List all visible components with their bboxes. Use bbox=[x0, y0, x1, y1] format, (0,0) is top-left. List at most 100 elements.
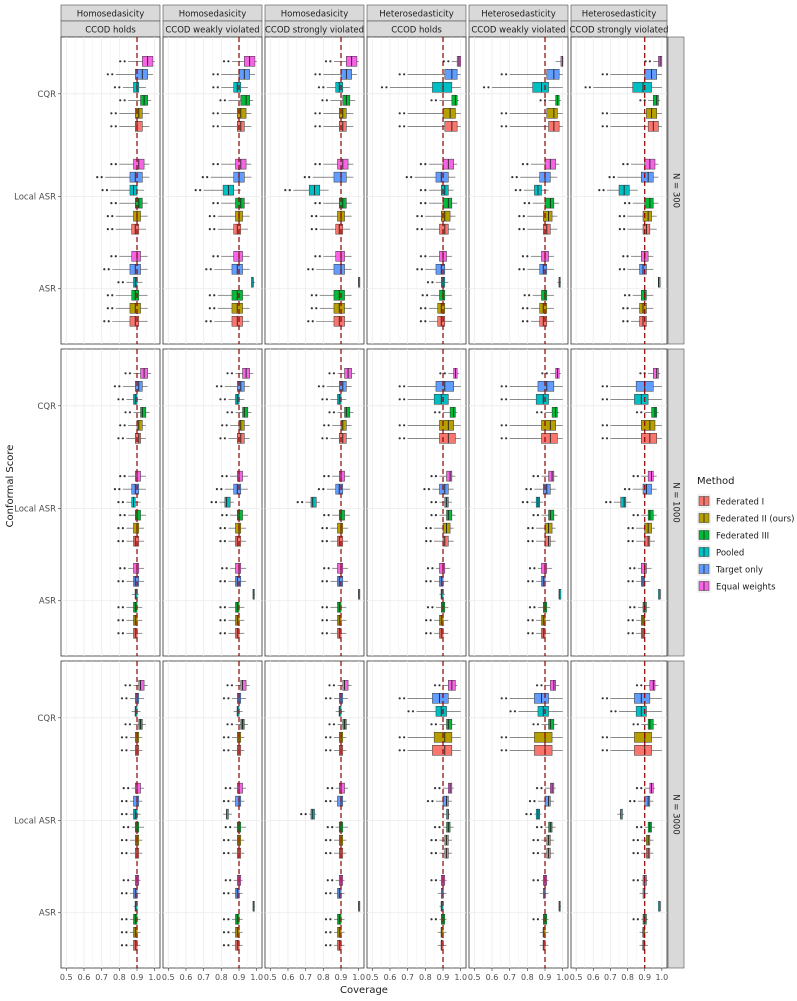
box-outlier bbox=[398, 385, 401, 388]
box-outlier bbox=[106, 307, 109, 310]
box-outlier bbox=[403, 385, 406, 388]
box-outlier bbox=[628, 202, 631, 205]
y-tick-label: Local ASR bbox=[14, 817, 56, 827]
facet-strip-top-label: Heterosedasticity bbox=[379, 10, 453, 20]
box-outlier bbox=[601, 398, 604, 401]
box-outlier bbox=[424, 202, 427, 205]
box-outlier bbox=[324, 944, 328, 947]
box-outlier bbox=[220, 385, 223, 388]
y-tick-label: CQR bbox=[37, 714, 56, 724]
box-outlier bbox=[648, 60, 651, 63]
box-target-only bbox=[444, 69, 458, 80]
box-outlier bbox=[601, 385, 604, 388]
box-outlier bbox=[223, 527, 226, 530]
box-outlier bbox=[111, 228, 114, 231]
box-outlier bbox=[106, 228, 109, 231]
box-federated-iii bbox=[446, 509, 453, 521]
x-tick-label: 0.6 bbox=[78, 973, 91, 982]
box-outlier bbox=[123, 475, 126, 478]
box-outlier bbox=[215, 385, 219, 388]
box-outlier bbox=[219, 606, 222, 609]
box-outlier bbox=[622, 307, 625, 310]
box-outlier bbox=[598, 189, 601, 192]
y-tick-label: CQR bbox=[37, 90, 56, 100]
box-outlier bbox=[540, 826, 543, 829]
box-federated-iii bbox=[544, 197, 555, 209]
box-outlier bbox=[426, 606, 430, 609]
box-outlier bbox=[500, 424, 503, 427]
box-outlier bbox=[315, 228, 318, 231]
box-outlier bbox=[307, 320, 310, 323]
box-outlier bbox=[426, 800, 430, 803]
box-outlier bbox=[226, 723, 229, 726]
box-outlier bbox=[101, 189, 104, 192]
box-outlier bbox=[430, 723, 433, 726]
facet-strip-bottom-label: CCOD strongly violated bbox=[265, 26, 364, 36]
box-outlier bbox=[636, 475, 639, 478]
box-outlier bbox=[425, 580, 428, 583]
box-outlier bbox=[434, 99, 438, 102]
box-outlier bbox=[505, 125, 508, 128]
box-outlier bbox=[127, 826, 130, 829]
box-outlier bbox=[505, 697, 508, 700]
box-outlier bbox=[601, 736, 604, 739]
box-outlier bbox=[128, 372, 132, 375]
box-outlier bbox=[225, 475, 228, 478]
box-outlier bbox=[114, 163, 117, 166]
box-outlier bbox=[602, 189, 605, 192]
box-outlier bbox=[532, 514, 535, 517]
x-tick-label: 0.5 bbox=[366, 973, 379, 982]
box-outlier bbox=[321, 437, 324, 440]
box-outlier bbox=[113, 385, 117, 388]
box-outlier bbox=[639, 372, 642, 375]
box-outlier bbox=[216, 125, 219, 128]
box-outlier bbox=[121, 437, 124, 440]
box-outlier bbox=[209, 320, 212, 323]
box-outlier bbox=[505, 385, 508, 388]
box-federated-i bbox=[644, 535, 651, 547]
box-outlier bbox=[513, 710, 517, 713]
box-outlier bbox=[103, 268, 106, 271]
box-outlier bbox=[431, 567, 434, 570]
box-outlier bbox=[315, 307, 318, 310]
box-outlier bbox=[505, 749, 508, 752]
box-outlier bbox=[123, 424, 126, 427]
x-tick-label: 0.5 bbox=[162, 973, 175, 982]
box-outlier bbox=[622, 255, 625, 258]
box-federated-ii-ours bbox=[634, 732, 652, 743]
box-equal-weights bbox=[647, 470, 654, 482]
facet-strip-top-label: Homosedasicity bbox=[281, 10, 349, 20]
box-federated-i bbox=[444, 121, 458, 132]
box-target-only bbox=[644, 69, 657, 80]
box-outlier bbox=[536, 475, 540, 478]
box-outlier bbox=[119, 60, 122, 63]
box-outlier bbox=[622, 320, 625, 323]
box-target-only bbox=[133, 575, 140, 587]
box-outlier bbox=[222, 697, 226, 700]
box-outlier bbox=[223, 540, 226, 543]
box-outlier bbox=[110, 125, 113, 128]
box-outlier bbox=[318, 112, 321, 115]
box-outlier bbox=[227, 736, 230, 739]
box-outlier bbox=[227, 931, 230, 934]
box-outlier bbox=[618, 228, 621, 231]
box-outlier bbox=[122, 787, 125, 790]
box-outlier bbox=[536, 918, 540, 921]
box-outlier bbox=[119, 424, 122, 427]
x-tick-label: 0.8 bbox=[419, 973, 432, 982]
box-outlier bbox=[329, 697, 332, 700]
box-outlier bbox=[609, 501, 612, 504]
box-outlier bbox=[321, 632, 324, 635]
box-outlier bbox=[536, 723, 540, 726]
box-outlier bbox=[227, 800, 230, 803]
box-outlier bbox=[608, 176, 611, 179]
box-federated-i bbox=[541, 433, 558, 444]
box-outlier bbox=[311, 268, 314, 271]
box-outlier bbox=[324, 749, 328, 752]
box-outlier bbox=[438, 787, 441, 790]
facet-strip-bottom-label: CCOD weakly violated bbox=[165, 26, 259, 36]
box-federated-ii-ours bbox=[546, 108, 558, 119]
box-outlier bbox=[318, 163, 321, 166]
box-outlier bbox=[222, 931, 226, 934]
box-outlier bbox=[222, 839, 226, 842]
